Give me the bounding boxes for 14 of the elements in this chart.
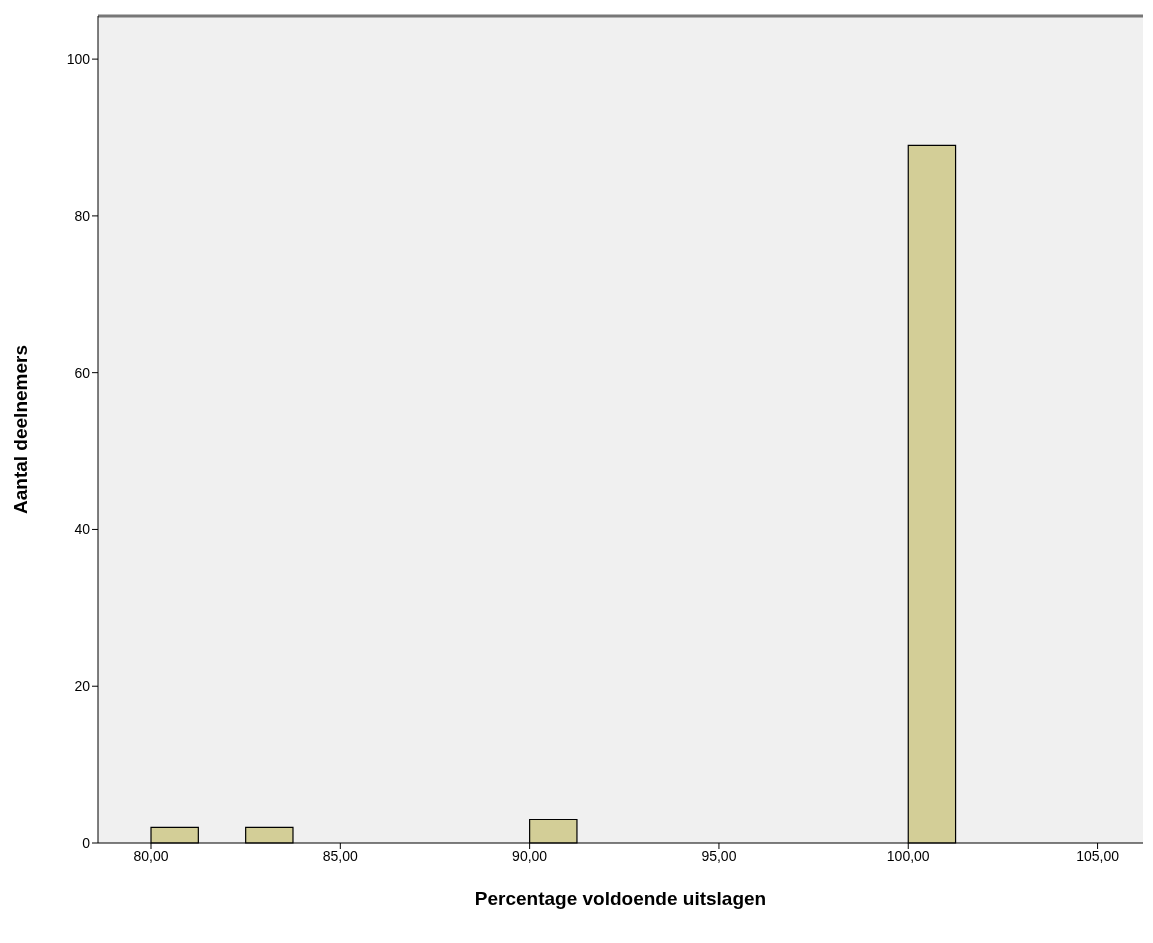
- y-tick-label: 80: [74, 207, 91, 224]
- x-tick-label: 100,00: [886, 847, 930, 864]
- y-tick-label: 20: [74, 678, 91, 695]
- x-tick-label: 90,00: [512, 847, 548, 864]
- x-tick-label: 85,00: [322, 847, 359, 864]
- x-axis-title: Percentage voldoende uitslagen: [474, 888, 767, 909]
- x-tick-label: 105,00: [1076, 847, 1120, 864]
- y-tick-label: 40: [74, 521, 91, 538]
- y-tick-label: 0: [82, 834, 91, 851]
- y-tick-label: 100: [66, 51, 91, 68]
- x-tick-label: 80,00: [133, 847, 169, 864]
- y-axis-title: Aantal deelnemers: [9, 345, 31, 514]
- x-tick-label: 95,00: [701, 847, 737, 864]
- y-tick-label: 60: [74, 364, 91, 381]
